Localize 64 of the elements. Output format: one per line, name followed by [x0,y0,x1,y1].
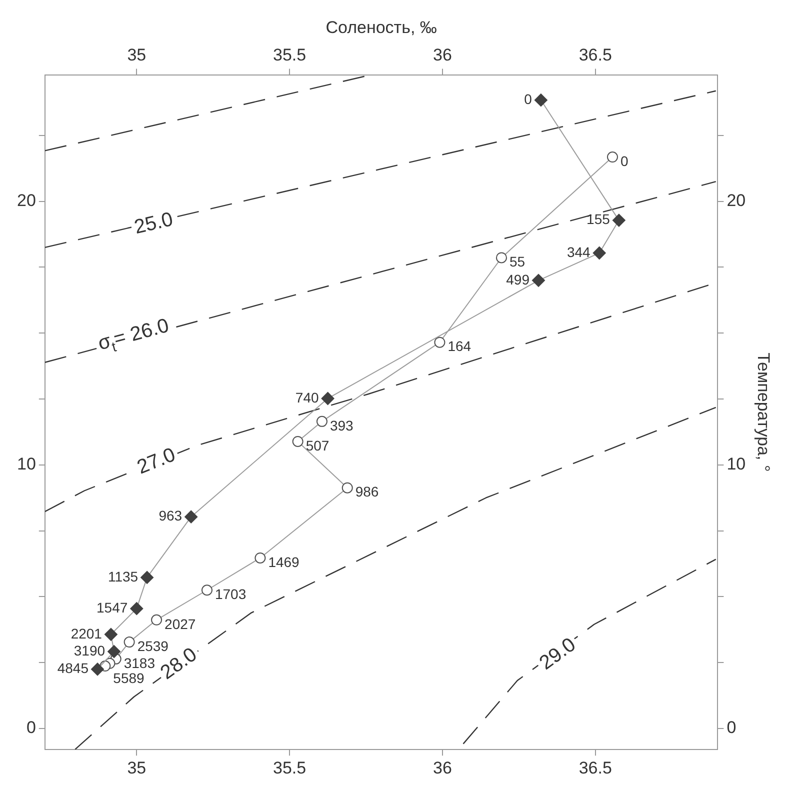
point [201,584,212,596]
point [108,645,121,658]
x2-tick-label: 36 [433,45,452,64]
x2-tick-label: 35.5 [273,45,306,64]
x-tick-label: 36.5 [578,758,612,778]
point [612,214,626,227]
annotation: 393 [330,417,354,434]
annotation: 155 [586,211,610,228]
annotation: 3190 [74,642,106,658]
x-tick-label: 35 [127,758,146,778]
y2-tick-label: 20 [726,191,746,210]
point [342,482,353,494]
point [316,416,328,427]
annotation: 4845 [57,660,89,676]
x2-tick-label: 36.5 [578,45,612,64]
y2-axis-title: Температура, ° [754,352,774,472]
x-tick-label: 35.5 [273,758,306,778]
annotation: 3183 [124,654,156,671]
annotation: 499 [506,271,530,288]
point [151,614,162,626]
annotation: 1135 [108,568,138,584]
point [532,274,545,287]
y-tick-label: 0 [26,718,36,738]
point [321,392,334,405]
point [104,628,118,641]
annotation: 0 [620,152,628,169]
annotation: 164 [448,338,472,354]
point [124,636,135,648]
annotation: 0 [524,90,532,107]
annotation: 1547 [96,599,128,616]
annotation: 344 [566,244,591,260]
annotation: 1469 [268,554,300,570]
x-tick-label: 36 [433,758,452,778]
y-tick-label: 10 [16,454,36,474]
point [592,246,606,260]
annotation: 1703 [214,586,246,602]
y-tick-label: 20 [16,191,36,210]
annotation: 27.0 [134,444,179,479]
y2-tick-label: 0 [726,718,736,738]
point [434,336,446,348]
point [184,510,198,524]
annotation: 507 [306,437,330,454]
annotation: 25.0 [132,208,176,239]
annotation: 29.0 [536,634,580,674]
annotation: 740 [295,389,319,406]
annotation: 55 [509,254,526,270]
annotation: 2201 [70,625,102,642]
annotation: 986 [355,484,379,500]
line-series [462,558,716,744]
point [130,602,144,616]
y2-tick-label: 10 [726,454,746,474]
x2-axis-title: Соленость, ‰ [326,18,437,37]
point [606,152,618,163]
annotation: σt= 26.0 [96,314,172,355]
point [496,252,507,264]
annotation: 963 [158,508,182,524]
x2-tick-label: 35 [127,45,146,64]
point [140,570,154,584]
point [292,436,304,447]
annotation: 2027 [164,616,196,632]
point [254,552,266,564]
point [534,94,548,107]
annotation: 5589 [113,670,145,686]
point [91,662,104,676]
